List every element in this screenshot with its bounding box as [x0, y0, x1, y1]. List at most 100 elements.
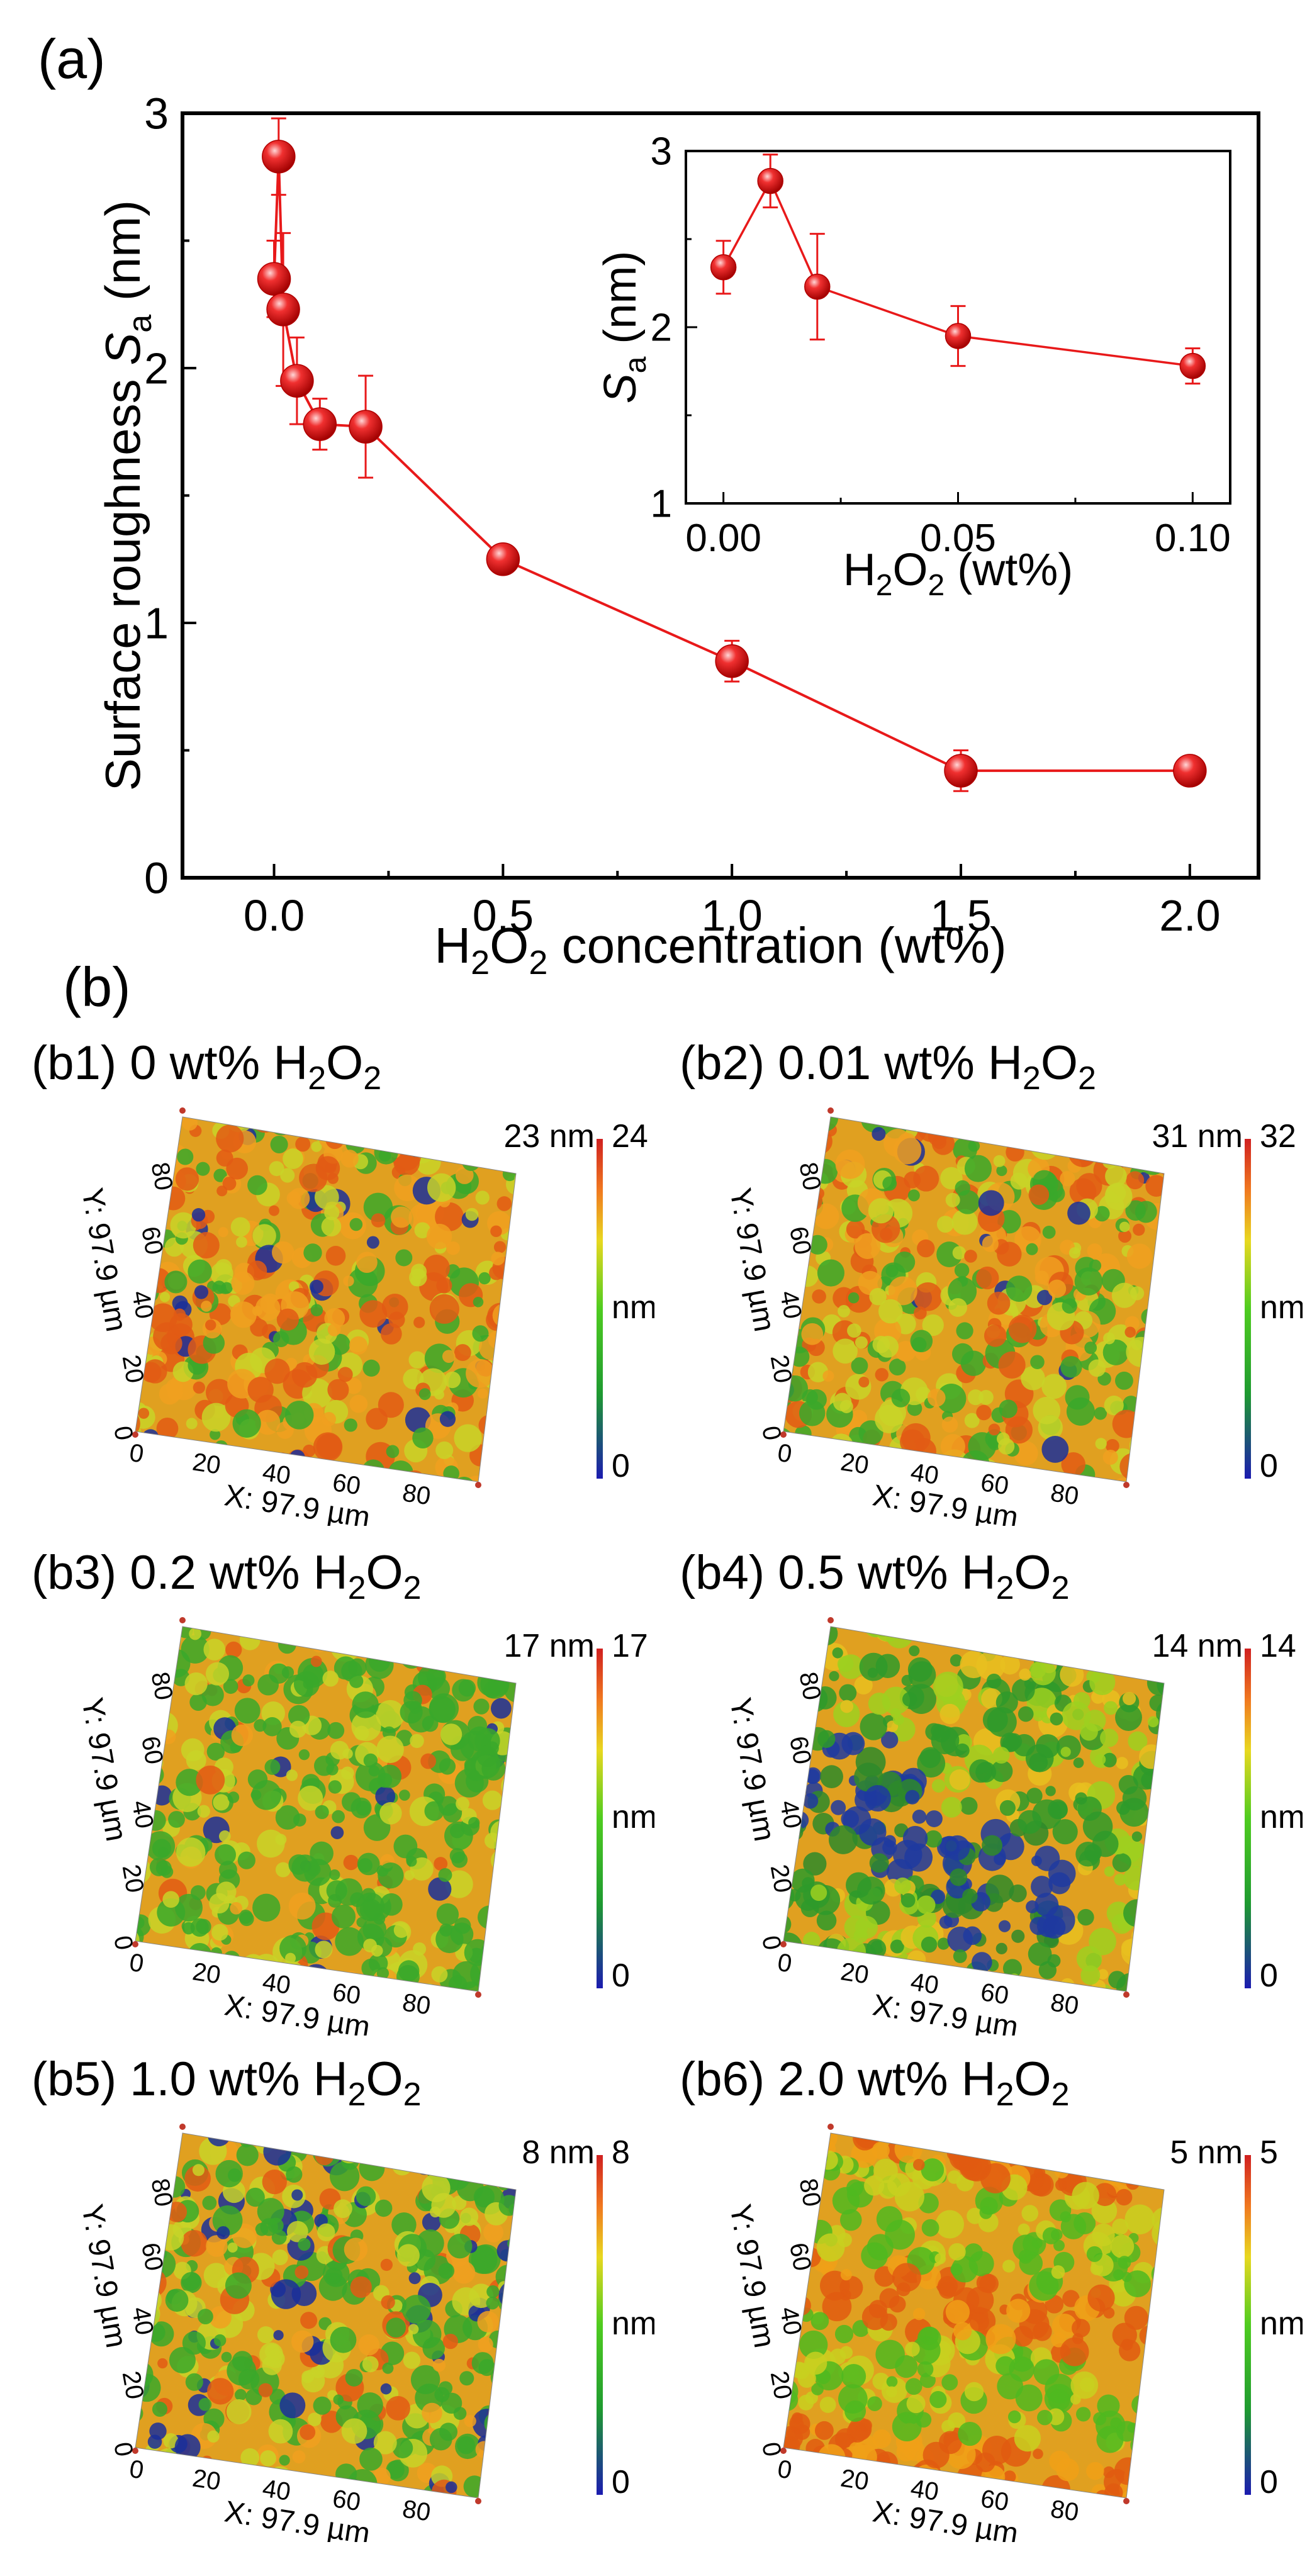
afm-xtick-label: 80: [401, 1988, 433, 2020]
afm-ytick-label: 20: [765, 1862, 797, 1895]
afm-xtick-label: 20: [191, 1448, 223, 1479]
main-ylabel: Surface roughness Sa (nm): [95, 200, 159, 791]
afm-xtick-label: 60: [978, 1978, 1011, 2010]
afm-corner-marker: [780, 2448, 787, 2454]
afm-ytick-label: 40: [126, 2305, 159, 2337]
inset-ylabel: Sa (nm): [595, 251, 653, 404]
afm-colorbar: [1245, 2155, 1251, 2495]
afm-cbar-unit: nm: [1260, 1799, 1303, 1835]
afm-corner-marker: [475, 1482, 481, 1488]
panel-b-label: (b): [63, 956, 131, 1018]
inset-data-point: [804, 273, 831, 300]
afm-cbar-max: 24: [612, 1118, 648, 1155]
afm-cbar-unit: nm: [612, 2305, 654, 2342]
main-data-point: [303, 407, 337, 441]
afm-corner-marker: [475, 1991, 481, 1998]
afm-xtick-label: 20: [191, 1957, 223, 1989]
afm-cbar-unit: nm: [1260, 2305, 1303, 2342]
afm-title-b2: (b2) 0.01 wt% H2O2: [680, 1036, 1096, 1097]
afm-cbar-unit: nm: [612, 1799, 654, 1835]
inset-ytick-label: 1: [651, 483, 672, 526]
afm-cbar-max: 14: [1260, 1628, 1296, 1664]
afm-cbar-min: 0: [612, 1957, 630, 1994]
afm-cbar-min: 0: [612, 1448, 630, 1484]
afm-colorbar: [597, 1139, 603, 1479]
afm-colorbar: [597, 1649, 603, 1988]
afm-xtick-label: 40: [261, 2475, 293, 2506]
afm-xtick-label: 40: [909, 1968, 941, 2000]
inset-ytick-label: 3: [651, 130, 672, 174]
afm-ytick-label: 80: [793, 2176, 826, 2209]
inset-xtick-label: 0.00: [685, 517, 761, 560]
afm-cbar-max: 32: [1260, 1118, 1296, 1155]
afm-ytick-label: 60: [784, 1224, 816, 1257]
afm-panel-b4: (b4) 0.5 wt% H2O2 0 20 40 60 80 Y: 97.9 µm 0 20 4…: [680, 1546, 1303, 2036]
main-ytick-label: 2: [144, 344, 169, 393]
afm-y-axis-label: Y: 97.9 µm: [75, 1185, 133, 1334]
afm-height-label: 14 nm: [1152, 1628, 1243, 1664]
afm-y-axis-label: Y: 97.9 µm: [723, 2202, 781, 2350]
inset-data-point: [757, 167, 783, 194]
afm-cbar-max: 8: [612, 2134, 630, 2171]
afm-cbar-unit: nm: [612, 1289, 654, 1326]
afm-xtick-label: 40: [261, 1459, 293, 1490]
afm-colorbar: [1245, 1649, 1251, 1988]
main-data-point: [944, 754, 978, 788]
afm-corner-marker: [780, 1941, 787, 1947]
afm-xtick-label: 80: [1049, 1988, 1081, 2020]
main-ytick-label: 0: [144, 854, 169, 903]
afm-surface-b4: [783, 1627, 1164, 1991]
afm-ytick-label: 20: [117, 2369, 149, 2401]
main-data-point: [1173, 754, 1207, 788]
afm-ytick-label: 20: [117, 1353, 149, 1385]
afm-cbar-unit: nm: [1260, 1289, 1303, 1326]
afm-title-b4: (b4) 0.5 wt% H2O2: [680, 1546, 1070, 1606]
afm-ytick-label: 80: [145, 2176, 177, 2209]
afm-ytick-label: 60: [784, 2241, 816, 2273]
afm-corner-marker: [780, 1431, 787, 1438]
afm-title-b1: (b1) 0 wt% H2O2: [31, 1036, 381, 1097]
afm-cbar-min: 0: [1260, 1448, 1278, 1484]
afm-ytick-label: 40: [126, 1798, 159, 1830]
afm-xtick-label: 80: [1049, 1479, 1081, 1510]
afm-panel-b2: (b2) 0.01 wt% H2O2 0 20 40 60 80 Y: 97.9 µm 0 20…: [680, 1036, 1303, 1526]
afm-y-axis-label: Y: 97.9 µm: [75, 2202, 133, 2350]
afm-corner-marker: [132, 1941, 138, 1947]
afm-xtick-label: 60: [978, 1469, 1011, 1500]
afm-xtick-label: 80: [401, 1479, 433, 1510]
main-ytick-label: 3: [144, 89, 169, 138]
afm-panel-b1: (b1) 0 wt% H2O2 0 20 40 60 80 Y: 97.9 µm 0 20 40 6…: [31, 1036, 654, 1526]
afm-cbar-min: 0: [612, 2464, 630, 2500]
main-data-point: [280, 364, 314, 398]
afm-title-b5: (b5) 1.0 wt% H2O2: [31, 2052, 422, 2113]
afm-corner-marker: [827, 1617, 834, 1623]
afm-panel-b3: (b3) 0.2 wt% H2O2 0 20 40 60 80 Y: 97.9 µm 0 20 4…: [31, 1546, 654, 2036]
afm-height-label: 31 nm: [1152, 1118, 1243, 1155]
main-data-point: [349, 410, 383, 444]
inset-xtick-label: 0.05: [920, 517, 996, 560]
afm-y-axis-label: Y: 97.9 µm: [75, 1695, 133, 1844]
afm-surface-b6: [783, 2133, 1164, 2498]
main-data-point: [262, 140, 296, 174]
afm-panel-b5: (b5) 1.0 wt% H2O2 0 20 40 60 80 Y: 97.9 µm 0 20 4…: [31, 2052, 654, 2542]
afm-height-label: 23 nm: [503, 1118, 595, 1155]
afm-ytick-label: 40: [775, 1289, 807, 1321]
afm-ytick-label: 60: [136, 1734, 168, 1766]
afm-xtick-label: 0: [776, 2455, 794, 2485]
main-ytick-label: 1: [144, 599, 169, 648]
inset-chart: 0.00 0.05 0.10 1 2 3: [651, 130, 1231, 560]
afm-xtick-label: 0: [776, 1439, 794, 1469]
afm-corner-marker: [179, 1617, 186, 1623]
afm-height-label: 8 nm: [522, 2134, 595, 2171]
afm-ytick-label: 20: [117, 1862, 149, 1895]
afm-ytick-label: 80: [145, 1160, 177, 1192]
afm-xtick-label: 0: [776, 1949, 794, 1978]
main-xtick-label: 0.5: [473, 891, 534, 940]
afm-ytick-label: 60: [784, 1734, 816, 1766]
main-data-point: [257, 262, 291, 296]
afm-corner-marker: [827, 1107, 834, 1114]
inset-xtick-label: 0.10: [1155, 517, 1231, 560]
main-xtick-label: 0.0: [244, 891, 305, 940]
afm-ytick-label: 80: [793, 1670, 826, 1702]
afm-title-b3: (b3) 0.2 wt% H2O2: [31, 1546, 422, 1606]
